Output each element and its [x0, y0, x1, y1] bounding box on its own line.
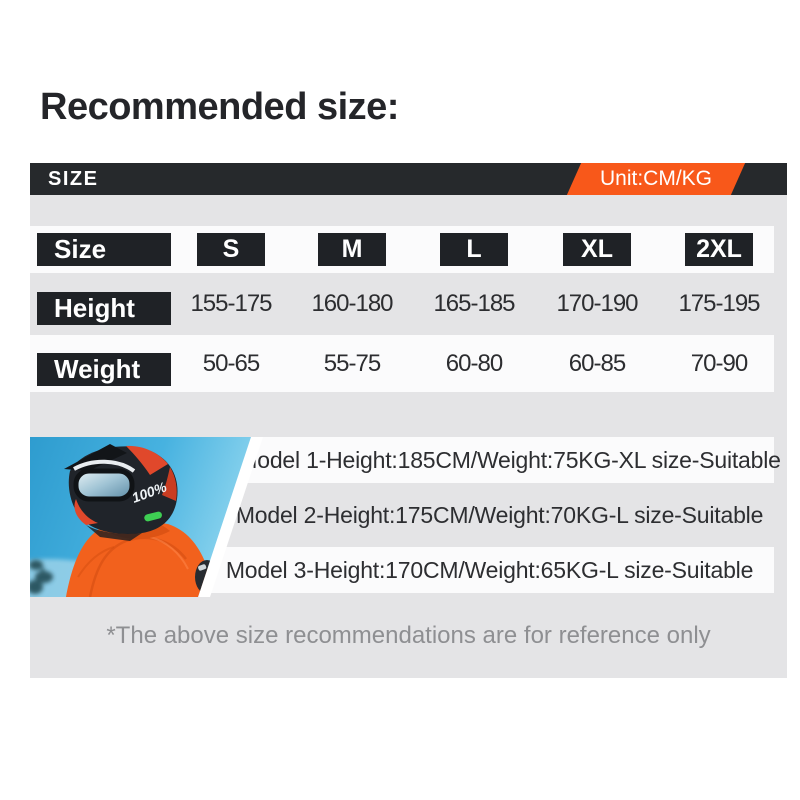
unit-badge-label: Unit:CM/KG	[599, 167, 712, 190]
footnote: *The above size recommendations are for …	[106, 621, 711, 649]
table-header-bar: SIZE Unit:CM/KG	[30, 163, 787, 195]
height-value-xl: 170-190	[556, 290, 638, 317]
model-photo: 100%	[30, 437, 263, 597]
size-col-l: L	[440, 233, 508, 266]
weight-value-m: 55-75	[323, 350, 381, 377]
weight-value-s: 50-65	[202, 350, 260, 377]
green-strap-accent	[144, 511, 162, 522]
weight-value-xl: 60-85	[568, 350, 626, 377]
size-col-s: S	[197, 233, 265, 266]
motocross-helmet: 100%	[64, 444, 178, 541]
page-title: Recommended size:	[40, 86, 399, 128]
weight-value-2xl: 70-90	[690, 350, 748, 377]
size-row-label: Size	[37, 233, 171, 266]
branch-silhouette	[30, 560, 53, 594]
height-value-2xl: 175-195	[678, 290, 760, 317]
height-row-label: Height	[37, 292, 171, 325]
height-value-m: 160-180	[311, 290, 393, 317]
model-photo-clip: 100%	[30, 437, 251, 597]
size-col-xl: XL	[563, 233, 631, 266]
weight-row-label: Weight	[37, 353, 171, 386]
weight-value-l: 60-80	[445, 350, 503, 377]
model3-note: Model 3-Height:170CM/Weight:65KG-L size-…	[225, 556, 754, 583]
size-col-2xl: 2XL	[685, 233, 753, 266]
height-value-l: 165-185	[433, 290, 515, 317]
goggles	[73, 468, 135, 502]
model-photo-illustration: 100%	[30, 437, 251, 597]
unit-badge: Unit:CM/KG	[566, 163, 746, 195]
model1-note: Model 1-Height:185CM/Weight:75KG-XL size…	[238, 446, 781, 473]
header-size-label: SIZE	[48, 167, 99, 190]
height-value-s: 155-175	[190, 290, 272, 317]
model2-note: Model 2-Height:175CM/Weight:70KG-L size-…	[235, 501, 764, 528]
size-col-m: M	[318, 233, 386, 266]
size-chart-panel: SIZE Unit:CM/KG Size S M L XL 2XL Height…	[30, 163, 787, 678]
